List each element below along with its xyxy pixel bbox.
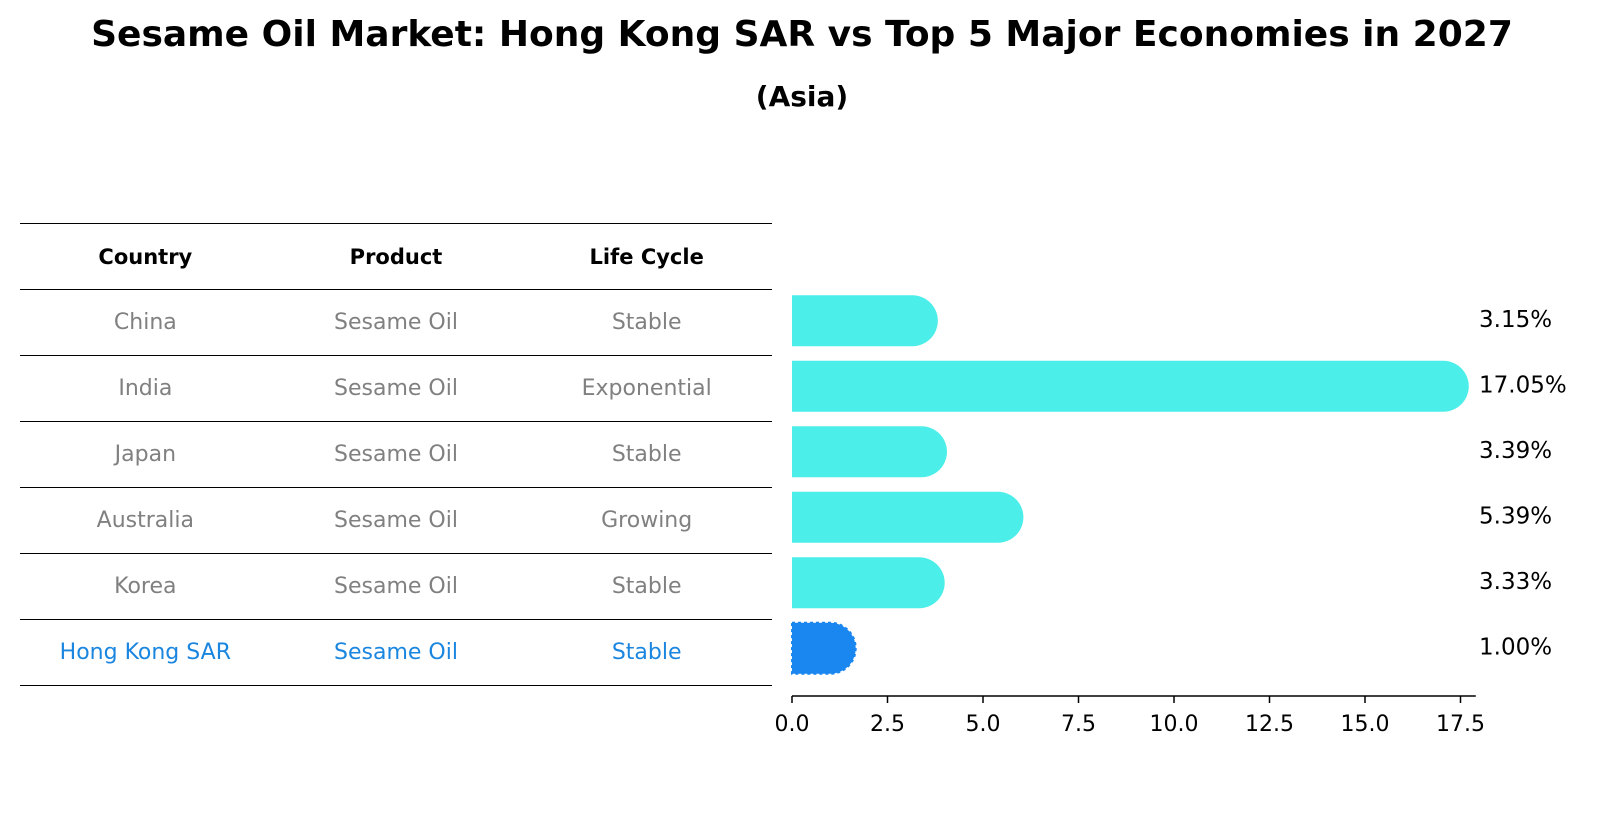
bar-hong-kong-sar bbox=[791, 621, 857, 675]
bar-korea bbox=[792, 557, 945, 609]
x-tick-label: 10.0 bbox=[1150, 712, 1199, 737]
x-tick-label: 15.0 bbox=[1341, 712, 1390, 737]
x-tick-label: 2.5 bbox=[870, 712, 905, 737]
life-cycle-cell: Exponential bbox=[581, 376, 712, 401]
bar-australia bbox=[792, 491, 1024, 543]
chart-subtitle: (Asia) bbox=[755, 80, 849, 113]
x-tick-label: 17.5 bbox=[1436, 712, 1485, 737]
product-cell: Sesame Oil bbox=[334, 442, 458, 467]
bar-japan bbox=[792, 426, 947, 478]
header-product: Product bbox=[349, 244, 443, 269]
product-cell: Sesame Oil bbox=[334, 640, 458, 665]
bar-india bbox=[792, 360, 1469, 412]
country-cell: Japan bbox=[114, 442, 177, 467]
chart-title: Sesame Oil Market: Hong Kong SAR vs Top … bbox=[91, 14, 1513, 55]
value-label: 3.39% bbox=[1479, 438, 1552, 464]
country-cell: Korea bbox=[114, 574, 177, 599]
value-label: 3.33% bbox=[1479, 569, 1552, 595]
value-label: 1.00% bbox=[1479, 634, 1552, 660]
product-cell: Sesame Oil bbox=[334, 508, 458, 533]
life-cycle-cell: Growing bbox=[601, 508, 693, 533]
country-table: Country Product Life Cycle China Sesame … bbox=[20, 223, 772, 686]
country-cell: China bbox=[113, 310, 177, 335]
life-cycle-cell: Stable bbox=[611, 574, 682, 599]
x-tick-label: 7.5 bbox=[1061, 712, 1096, 737]
table-header-row: Country Product Life Cycle bbox=[20, 223, 772, 289]
life-cycle-cell: Stable bbox=[611, 442, 682, 467]
table-row: Japan Sesame Oil Stable bbox=[20, 421, 772, 487]
table-row-highlight: Hong Kong SAR Sesame Oil Stable bbox=[20, 619, 772, 686]
life-cycle-cell: Stable bbox=[611, 310, 682, 335]
country-cell: Australia bbox=[96, 508, 194, 533]
table-row: Korea Sesame Oil Stable bbox=[20, 553, 772, 619]
bar-china bbox=[792, 295, 938, 347]
table-row: Australia Sesame Oil Growing bbox=[20, 487, 772, 553]
country-cell: India bbox=[118, 376, 173, 401]
country-cell: Hong Kong SAR bbox=[59, 640, 231, 665]
x-tick-label: 0.0 bbox=[775, 712, 810, 737]
x-tick-label: 5.0 bbox=[966, 712, 1001, 737]
header-country: Country bbox=[98, 244, 193, 269]
value-label: 5.39% bbox=[1479, 503, 1552, 529]
table-row: China Sesame Oil Stable bbox=[20, 289, 772, 355]
product-cell: Sesame Oil bbox=[334, 574, 458, 599]
value-label: 17.05% bbox=[1479, 372, 1567, 398]
value-label: 3.15% bbox=[1479, 307, 1552, 333]
life-cycle-cell: Stable bbox=[611, 640, 682, 665]
product-cell: Sesame Oil bbox=[334, 310, 458, 335]
header-life-cycle: Life Cycle bbox=[589, 244, 704, 269]
table-row: India Sesame Oil Exponential bbox=[20, 355, 772, 421]
x-tick-label: 12.5 bbox=[1245, 712, 1294, 737]
product-cell: Sesame Oil bbox=[334, 376, 458, 401]
